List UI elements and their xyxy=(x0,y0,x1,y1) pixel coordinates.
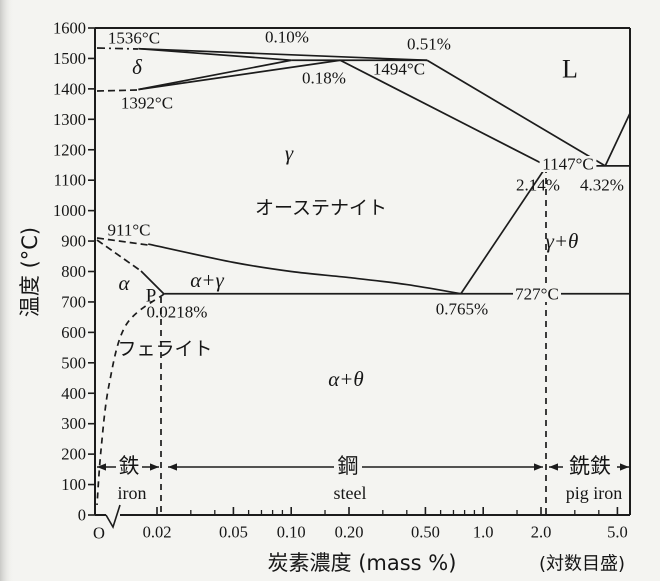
y-tick-label-1200: 1200 xyxy=(53,140,86,159)
x-tick-label-0.05: 0.05 xyxy=(219,523,248,542)
label-鋼: 鋼 xyxy=(338,454,359,478)
arrowhead-pigiron-right xyxy=(620,463,629,471)
line-A3-stub xyxy=(96,237,149,246)
x-tick-label-1: 1.0 xyxy=(473,523,494,542)
y-tick-label-300: 300 xyxy=(61,414,86,433)
y-tick-label-1500: 1500 xyxy=(53,49,86,68)
x-tick-label-0.02: 0.02 xyxy=(143,523,172,542)
label-P: P xyxy=(146,286,157,307)
label-0.765%: 0.765% xyxy=(436,300,488,319)
label-steel: steel xyxy=(334,483,367,503)
label-0.0218%: 0.0218% xyxy=(147,303,208,322)
label-δ: δ xyxy=(132,55,143,79)
label-γ+θ: γ+θ xyxy=(546,229,579,253)
label-γ: γ xyxy=(285,141,294,165)
arrowhead-steel-left xyxy=(168,463,177,471)
y-tick-label-700: 700 xyxy=(61,292,86,311)
line-delta-gamma-stub xyxy=(96,89,139,92)
x-axis-scale-note: (対数目盛) xyxy=(539,554,625,575)
label-iron: iron xyxy=(118,483,147,503)
line-solidus-JE xyxy=(339,59,548,167)
y-tick-label-1400: 1400 xyxy=(53,79,86,98)
label-bg-1147°C xyxy=(539,156,597,172)
y-tick-label-100: 100 xyxy=(61,475,86,494)
line-A3-GS xyxy=(148,243,462,295)
line-GP-stub xyxy=(96,239,142,272)
label-0.10%: 0.10% xyxy=(265,28,309,47)
y-tick-label-200: 200 xyxy=(61,445,86,464)
label-1494°C: 1494°C xyxy=(373,60,425,79)
y-tick-label-600: 600 xyxy=(61,323,86,342)
arrowhead-iron-left xyxy=(97,463,106,471)
x-origin-label: O xyxy=(93,524,105,543)
y-tick-label-500: 500 xyxy=(61,353,86,372)
x-tick-label-5: 5.0 xyxy=(607,523,628,542)
label-2.14%: 2.14% xyxy=(516,176,560,195)
y-tick-label-0: 0 xyxy=(78,506,86,525)
line-axis-break xyxy=(105,504,121,529)
y-tick-label-400: 400 xyxy=(61,384,86,403)
y-tick-label-1300: 1300 xyxy=(53,110,86,129)
line-liquidus-BC xyxy=(426,59,606,167)
line-PQ-solvus xyxy=(96,293,165,506)
x-tick-label-2: 2.0 xyxy=(531,523,552,542)
line-Acm-SE xyxy=(460,165,548,295)
label-1147°C: 1147°C xyxy=(542,155,594,174)
label-α: α xyxy=(118,271,130,295)
y-axis-title: 温度 (°C) xyxy=(18,227,42,317)
label-911°C: 911°C xyxy=(107,221,150,240)
x-axis-title: 炭素濃度 (mass %) xyxy=(268,551,457,575)
y-tick-label-1600: 1600 xyxy=(53,19,86,38)
label-フェライト: フェライト xyxy=(117,338,212,360)
label-α+γ: α+γ xyxy=(190,268,224,292)
y-tick-label-800: 800 xyxy=(61,262,86,281)
line-solidus-AH xyxy=(138,47,292,62)
line-GP xyxy=(140,270,165,295)
scan-edge-shadow xyxy=(0,0,14,581)
line-liquidus-AB xyxy=(138,47,428,62)
y-tick-label-900: 900 xyxy=(61,232,86,251)
arrowhead-pigiron-left xyxy=(549,463,558,471)
label-0.18%: 0.18% xyxy=(302,69,346,88)
line-liquidus-CD xyxy=(604,112,631,167)
label-1392°C: 1392°C xyxy=(121,94,173,113)
x-tick-label-0.2: 0.20 xyxy=(335,523,364,542)
label-bg-727°C xyxy=(513,286,561,302)
line-liquidus-stub xyxy=(96,47,139,50)
line-delta-NJ xyxy=(138,59,341,91)
x-tick-label-0.1: 0.10 xyxy=(277,523,306,542)
y-tick-label-1000: 1000 xyxy=(53,201,86,220)
label-L: L xyxy=(562,55,578,84)
arrowhead-steel-right xyxy=(534,463,543,471)
label-銑鉄: 銑鉄 xyxy=(569,454,611,478)
label-オーステナイト: オーステナイト xyxy=(255,197,387,219)
label-鉄: 鉄 xyxy=(119,454,140,478)
label-1536°C: 1536°C xyxy=(108,29,160,48)
label-4.32%: 4.32% xyxy=(580,176,624,195)
y-tick-label-1100: 1100 xyxy=(54,171,86,190)
line-delta-NH xyxy=(138,59,292,91)
x-tick-label-0.5: 0.50 xyxy=(411,523,440,542)
arrowhead-iron-right xyxy=(150,463,159,471)
label-pig iron: pig iron xyxy=(566,483,623,503)
label-0.51%: 0.51% xyxy=(407,35,451,54)
label-α+θ: α+θ xyxy=(328,367,364,391)
label-727°C: 727°C xyxy=(515,285,559,304)
